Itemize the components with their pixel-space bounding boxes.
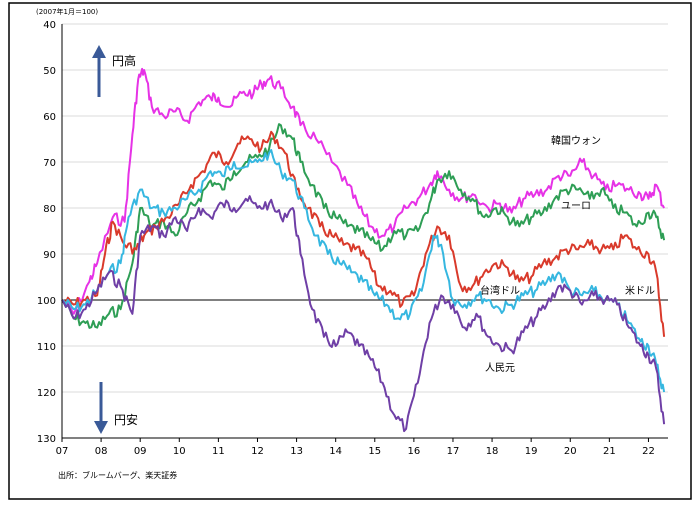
x-tick-label-14: 14 [329, 446, 342, 457]
x-tick-label-11: 11 [212, 446, 225, 457]
y-tick-label-60: 60 [43, 112, 56, 123]
y-tick-label-100: 100 [37, 296, 56, 307]
up-arrow-icon [92, 45, 106, 97]
series-layer [61, 67, 666, 433]
y-tick-label-40: 40 [43, 20, 56, 31]
annotation-yen-weak: 円安 [114, 412, 138, 427]
y-tick-label-70: 70 [43, 158, 56, 169]
series-label-korea: 韓国ウォン [551, 135, 601, 147]
annotation-yen-strong: 円高 [112, 53, 136, 68]
x-tick-label-07: 07 [56, 446, 69, 457]
x-axis-ticks: 07 08 09 10 11 12 13 14 15 16 17 18 19 20 21 22 [56, 438, 655, 457]
chart-border [8, 2, 692, 500]
x-tick-label-09: 09 [134, 446, 147, 457]
x-tick-label-15: 15 [368, 446, 381, 457]
x-tick-label-10: 10 [173, 446, 186, 457]
x-tick-label-16: 16 [408, 446, 421, 457]
y-tick-label-80: 80 [43, 204, 56, 215]
y-tick-label-110: 110 [37, 342, 56, 353]
x-tick-label-12: 12 [251, 446, 264, 457]
y-axis-ticks: 40 50 60 70 80 90 100 110 120 130 [37, 20, 56, 445]
y-tick-label-120: 120 [37, 388, 56, 399]
series-label-twd: 台湾ドル [480, 284, 520, 297]
x-tick-label-13: 13 [290, 446, 303, 457]
x-tick-label-20: 20 [564, 446, 577, 457]
series-label-usd: 米ドル [625, 284, 655, 297]
x-tick-label-08: 08 [95, 446, 108, 457]
x-tick-label-22: 22 [642, 446, 655, 457]
x-tick-label-18: 18 [486, 446, 499, 457]
series-line-cny [61, 195, 666, 433]
x-tick-label-17: 17 [447, 446, 460, 457]
series-label-cny: 人民元 [485, 362, 515, 374]
x-tick-label-19: 19 [525, 446, 538, 457]
index-note: (2007年1月＝100) [36, 7, 98, 16]
down-arrow-icon [94, 382, 108, 434]
source-note: 出所：ブルームバーグ、楽天証券 [58, 470, 177, 480]
y-tick-label-130: 130 [37, 434, 56, 445]
y-tick-label-90: 90 [43, 250, 56, 261]
series-label-euro: ユーロ [561, 201, 591, 212]
y-tick-label-50: 50 [43, 66, 56, 77]
x-tick-label-21: 21 [603, 446, 616, 457]
series-line-usd [61, 130, 666, 337]
series-line-korea [61, 67, 665, 315]
